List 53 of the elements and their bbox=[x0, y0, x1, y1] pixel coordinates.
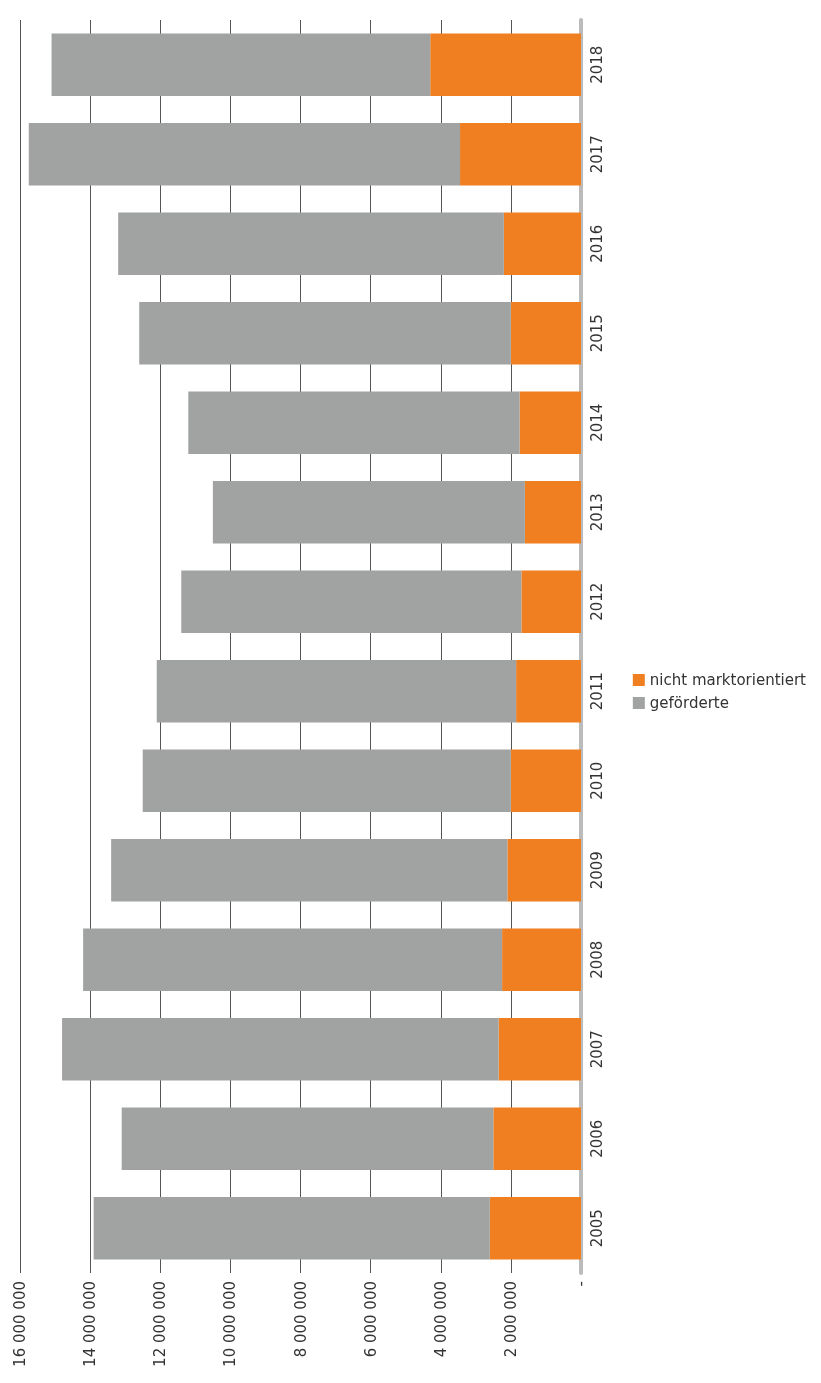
legend-label: nicht marktorientiert bbox=[649, 671, 807, 689]
y-tick-label: 2010 bbox=[587, 761, 606, 800]
y-tick-label: 2009 bbox=[587, 851, 606, 890]
bar bbox=[430, 33, 581, 97]
x-tick-label: 16 000 000 bbox=[11, 1281, 29, 1367]
bar bbox=[493, 1107, 581, 1171]
bar bbox=[121, 1107, 494, 1171]
bar bbox=[51, 33, 431, 97]
y-tick-label: 2018 bbox=[587, 45, 606, 84]
legend-label: geförderte bbox=[649, 694, 729, 712]
bar bbox=[524, 480, 581, 544]
y-tick-label: 2007 bbox=[587, 1030, 606, 1069]
bar bbox=[118, 212, 504, 276]
x-tick-label: 12 000 000 bbox=[151, 1281, 170, 1367]
bar bbox=[510, 301, 581, 365]
bar bbox=[498, 1017, 581, 1081]
bar bbox=[510, 749, 581, 813]
bar bbox=[521, 570, 581, 634]
x-tick-label: - bbox=[572, 1281, 590, 1287]
y-tick-label: 2014 bbox=[587, 403, 606, 442]
bar bbox=[181, 570, 522, 634]
y-tick-label: 2016 bbox=[587, 224, 606, 263]
y-tick-label: 2008 bbox=[587, 940, 606, 979]
x-tick-label: 10 000 000 bbox=[221, 1281, 240, 1367]
bar bbox=[503, 212, 581, 276]
bar bbox=[156, 659, 517, 723]
bar bbox=[28, 122, 461, 186]
y-tick-label: 2015 bbox=[587, 314, 606, 353]
bar bbox=[502, 928, 581, 992]
y-tick-label: 2017 bbox=[587, 135, 606, 174]
bar bbox=[62, 1017, 499, 1081]
x-tick-label: 8 000 000 bbox=[291, 1281, 310, 1358]
bar bbox=[516, 659, 581, 723]
x-tick-label: 6 000 000 bbox=[361, 1281, 380, 1358]
y-tick-label: 2012 bbox=[587, 582, 606, 621]
bar bbox=[489, 1196, 581, 1260]
x-tick-label: 4 000 000 bbox=[431, 1281, 450, 1358]
bar bbox=[212, 480, 525, 544]
bar bbox=[83, 928, 503, 992]
bar bbox=[188, 391, 520, 455]
bar bbox=[460, 122, 581, 186]
bar bbox=[519, 391, 581, 455]
y-tick-label: 2006 bbox=[587, 1119, 606, 1158]
y-tick-label: 2013 bbox=[587, 493, 606, 532]
y-tick-label: 2005 bbox=[587, 1209, 606, 1248]
y-tick-label: 2011 bbox=[587, 672, 606, 711]
bar bbox=[111, 838, 508, 902]
bar bbox=[139, 301, 511, 365]
x-tick-label: 2 000 000 bbox=[501, 1281, 520, 1358]
x-tick-label: 14 000 000 bbox=[81, 1281, 100, 1367]
bar bbox=[93, 1196, 490, 1260]
bar bbox=[507, 838, 581, 902]
bar bbox=[142, 749, 511, 813]
